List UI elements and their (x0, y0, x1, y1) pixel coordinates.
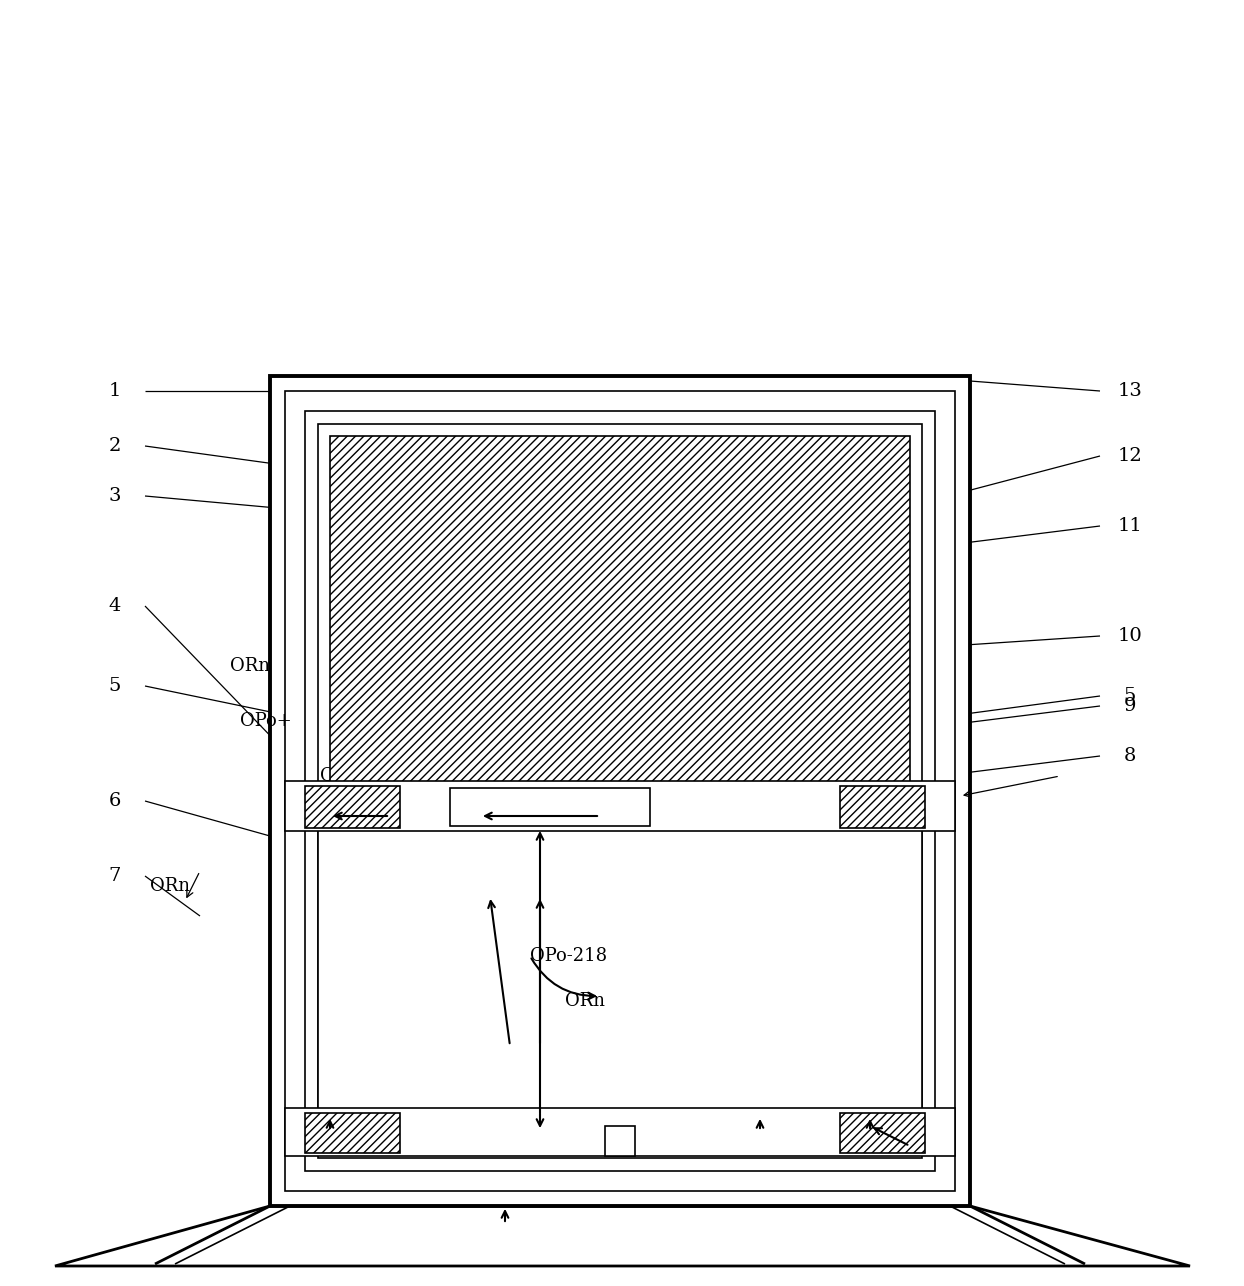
Text: ORn: ORn (320, 766, 360, 784)
Text: 1: 1 (108, 382, 121, 400)
Bar (450, 788, 651, 826)
Text: 2: 2 (108, 437, 121, 455)
Text: OPo+: OPo+ (240, 712, 292, 730)
Text: 4: 4 (108, 597, 121, 615)
Bar (285, 1109, 955, 1156)
Polygon shape (55, 1206, 1191, 1265)
Text: O: O (590, 705, 605, 723)
Text: 3: 3 (108, 487, 121, 505)
Text: ORn: ORn (720, 658, 760, 676)
Text: OPo-218: OPo-218 (530, 946, 607, 964)
Text: ORn: ORn (565, 992, 605, 1010)
Bar (305, 1112, 401, 1154)
Bar (840, 786, 926, 828)
Bar (330, 436, 911, 796)
Bar (285, 781, 955, 831)
Bar (318, 828, 922, 1116)
Text: 10: 10 (1117, 628, 1142, 646)
Text: 13: 13 (1117, 382, 1142, 400)
Text: 5: 5 (1123, 687, 1136, 705)
Text: 11: 11 (1117, 517, 1142, 535)
Bar (605, 1127, 634, 1156)
Text: ORn: ORn (151, 877, 190, 895)
Bar (318, 424, 922, 1157)
Bar (285, 391, 955, 1191)
Text: OPo+: OPo+ (450, 822, 501, 840)
Text: ORn: ORn (230, 657, 270, 675)
Text: ORn: ORn (680, 612, 720, 630)
Text: ORn: ORn (490, 662, 530, 680)
Text: ORn: ORn (840, 882, 880, 900)
Bar (305, 786, 401, 828)
Text: O Po+: O Po+ (730, 718, 787, 736)
Bar (305, 412, 935, 1172)
Text: OPo+: OPo+ (661, 829, 712, 847)
Text: 12: 12 (1117, 448, 1142, 466)
Text: Po+: Po+ (590, 729, 627, 747)
Bar (270, 376, 970, 1206)
Bar (840, 1112, 926, 1154)
Text: 9: 9 (1123, 697, 1136, 715)
Text: 6: 6 (108, 792, 121, 810)
Text: 7: 7 (108, 867, 121, 885)
Text: 5: 5 (108, 676, 121, 694)
Text: 8: 8 (1123, 747, 1136, 765)
